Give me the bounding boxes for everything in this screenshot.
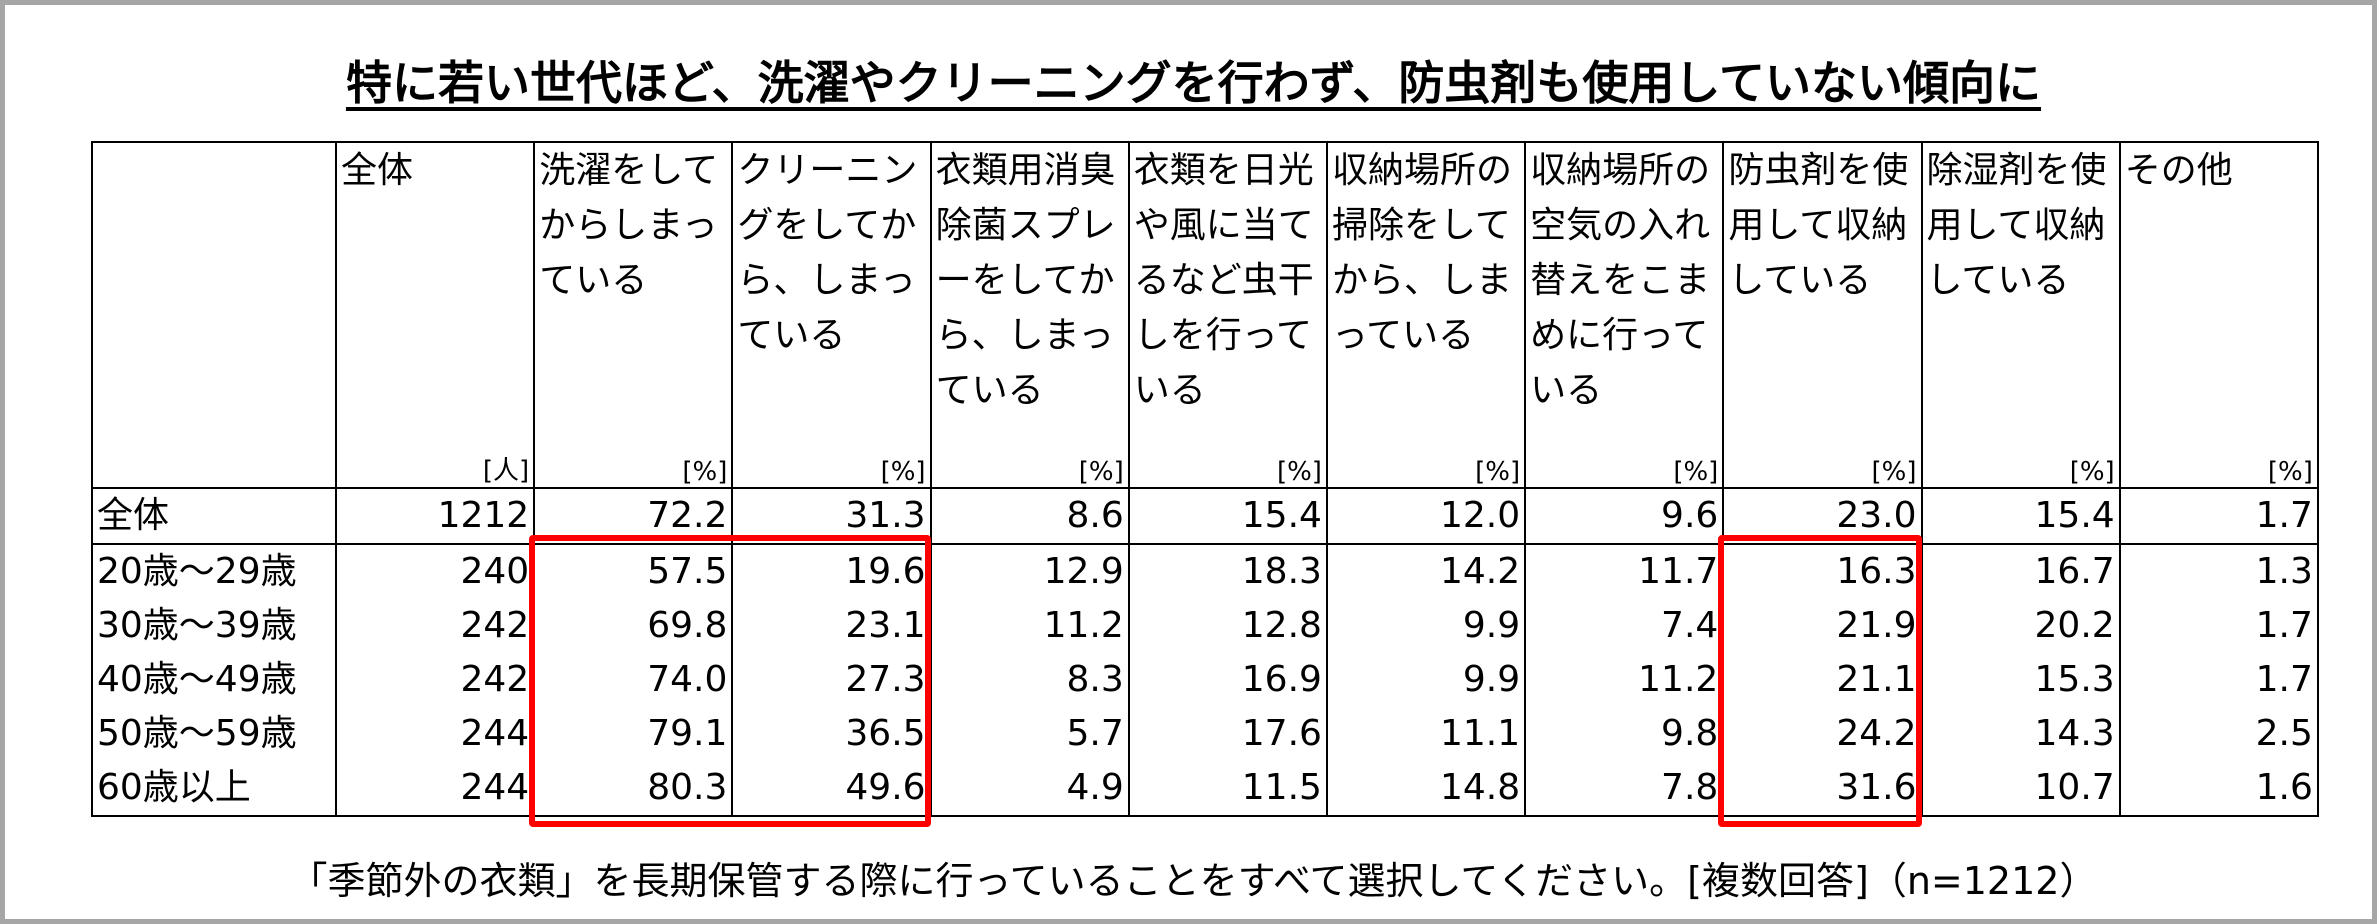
cell-value: 244: [334, 761, 536, 817]
cell-value: 8.3: [929, 653, 1130, 707]
cell-value: 1.7: [2118, 599, 2319, 653]
cell-value: 24.2: [1722, 707, 1923, 761]
row-label: 50歳～59歳: [91, 707, 337, 761]
cell-value: 23.1: [731, 599, 932, 653]
cell-value: 49.6: [731, 761, 932, 817]
cell-value: 11.1: [1325, 707, 1527, 761]
cell-value: 12.8: [1127, 599, 1328, 653]
cell-value: 1.7: [2118, 488, 2319, 545]
cell-value: 11.7: [1524, 544, 1725, 599]
cell-value: 17.6: [1127, 707, 1328, 761]
unit-label: [%]: [731, 441, 932, 489]
cell-value: 11.5: [1127, 761, 1328, 817]
highlight-box: [1718, 535, 1922, 827]
cell-value: 9.9: [1325, 599, 1527, 653]
cell-value: 79.1: [533, 707, 734, 761]
cell-value: 10.7: [1920, 761, 2121, 817]
cell-value: 7.8: [1524, 761, 1725, 817]
data-row: 全体 1212 72.2 31.3 8.6 15.4 12.0 9.6 23.0 15.4 1.7: [91, 488, 2319, 545]
cell-value: 7.4: [1524, 599, 1725, 653]
cell-value: 80.3: [533, 761, 734, 817]
unit-label: [人]: [334, 441, 536, 489]
column-header: 除湿剤を使用して収納している: [1920, 141, 2121, 441]
cell-value: 20.2: [1920, 599, 2121, 653]
cell-value: 1.6: [2118, 761, 2319, 817]
title: 特に若い世代ほど、洗濯やクリーニングを行わず、防虫剤も使用していない傾向に: [345, 56, 2042, 110]
data-row: 20歳～29歳 240 57.5 19.6 12.9 18.3 14.2 11.7 16.3 16…: [91, 544, 2319, 599]
cell-value: 1.3: [2118, 544, 2319, 599]
cell-value: 57.5: [533, 544, 734, 599]
cell-value: 9.9: [1325, 653, 1527, 707]
cell-value: 5.7: [929, 707, 1130, 761]
column-header: その他: [2118, 141, 2319, 441]
cell-value: 2.5: [2118, 707, 2319, 761]
cell-value: 11.2: [1524, 653, 1725, 707]
cell-value: 4.9: [929, 761, 1130, 817]
cell-value: 16.3: [1722, 544, 1923, 599]
cell-value: 14.8: [1325, 761, 1527, 817]
corner-cell: [91, 441, 337, 489]
unit-label: [%]: [1127, 441, 1328, 489]
cell-value: 18.3: [1127, 544, 1328, 599]
row-label: 30歳～39歳: [91, 599, 337, 653]
column-header: 全体: [334, 141, 536, 441]
footnote: 「季節外の衣類」を長期保管する際に行っていることをすべて選択してください。[複数…: [289, 859, 2098, 903]
cell-value: 69.8: [533, 599, 734, 653]
corner-cell: [91, 141, 337, 441]
unit-label: [%]: [1722, 441, 1923, 489]
column-header: 洗濯をしてからしまっている: [533, 141, 734, 441]
cell-value: 14.2: [1325, 544, 1527, 599]
data-table: 全体 洗濯をしてからしまっている クリーニングをしてから、しまっている 衣類用消臭除菌…: [91, 141, 2319, 817]
cell-value: 9.6: [1524, 488, 1725, 545]
cell-value: 242: [334, 599, 536, 653]
column-header: 収納場所の空気の入れ替えをこまめに行っている: [1524, 141, 1725, 441]
data-row: 60歳以上 244 80.3 49.6 4.9 11.5 14.8 7.8 31.6 10.7 1.…: [91, 761, 2319, 817]
cell-value: 15.4: [1920, 488, 2121, 545]
cell-value: 14.3: [1920, 707, 2121, 761]
cell-value: 74.0: [533, 653, 734, 707]
column-header: クリーニングをしてから、しまっている: [731, 141, 932, 441]
unit-label: [%]: [2118, 441, 2319, 489]
row-label: 40歳～49歳: [91, 653, 337, 707]
unit-row: [人] [%] [%] [%] [%] [%] [%] [%] [%] [%]: [91, 441, 2319, 489]
cell-value: 21.9: [1722, 599, 1923, 653]
column-header: 防虫剤を使用して収納している: [1722, 141, 1923, 441]
column-header: 衣類用消臭除菌スプレーをしてから、しまっている: [929, 141, 1130, 441]
data-row: 50歳～59歳 244 79.1 36.5 5.7 17.6 11.1 9.8 24.2 14.3…: [91, 707, 2319, 761]
cell-value: 15.4: [1127, 488, 1328, 545]
column-header: 収納場所の掃除をしてから、しまっている: [1325, 141, 1527, 441]
unit-label: [%]: [1325, 441, 1527, 489]
cell-value: 9.8: [1524, 707, 1725, 761]
column-header: 衣類を日光や風に当てるなど虫干しを行っている: [1127, 141, 1328, 441]
data-row: 40歳～49歳 242 74.0 27.3 8.3 16.9 9.9 11.2 21.1 15.3…: [91, 653, 2319, 707]
data-row: 30歳～39歳 242 69.8 23.1 11.2 12.8 9.9 7.4 21.9 20.2…: [91, 599, 2319, 653]
cell-value: 27.3: [731, 653, 932, 707]
cell-value: 11.2: [929, 599, 1130, 653]
cell-value: 240: [334, 544, 536, 599]
cell-value: 16.9: [1127, 653, 1328, 707]
row-label: 60歳以上: [91, 761, 337, 817]
unit-label: [%]: [533, 441, 734, 489]
cell-value: 15.3: [1920, 653, 2121, 707]
cell-value: 16.7: [1920, 544, 2121, 599]
unit-label: [%]: [1920, 441, 2121, 489]
cell-value: 31.6: [1722, 761, 1923, 817]
header-row: 全体 洗濯をしてからしまっている クリーニングをしてから、しまっている 衣類用消臭除菌…: [91, 141, 2319, 441]
cell-value: 242: [334, 653, 536, 707]
unit-label: [%]: [929, 441, 1130, 489]
highlight-box: [529, 535, 931, 827]
cell-value: 8.6: [929, 488, 1130, 545]
cell-value: 1212: [334, 488, 536, 545]
cell-value: 1.7: [2118, 653, 2319, 707]
cell-value: 244: [334, 707, 536, 761]
cell-value: 36.5: [731, 707, 932, 761]
cell-value: 12.9: [929, 544, 1130, 599]
unit-label: [%]: [1524, 441, 1725, 489]
row-label: 全体: [91, 488, 337, 545]
row-label: 20歳～29歳: [91, 544, 337, 599]
cell-value: 12.0: [1325, 488, 1527, 545]
cell-value: 19.6: [731, 544, 932, 599]
